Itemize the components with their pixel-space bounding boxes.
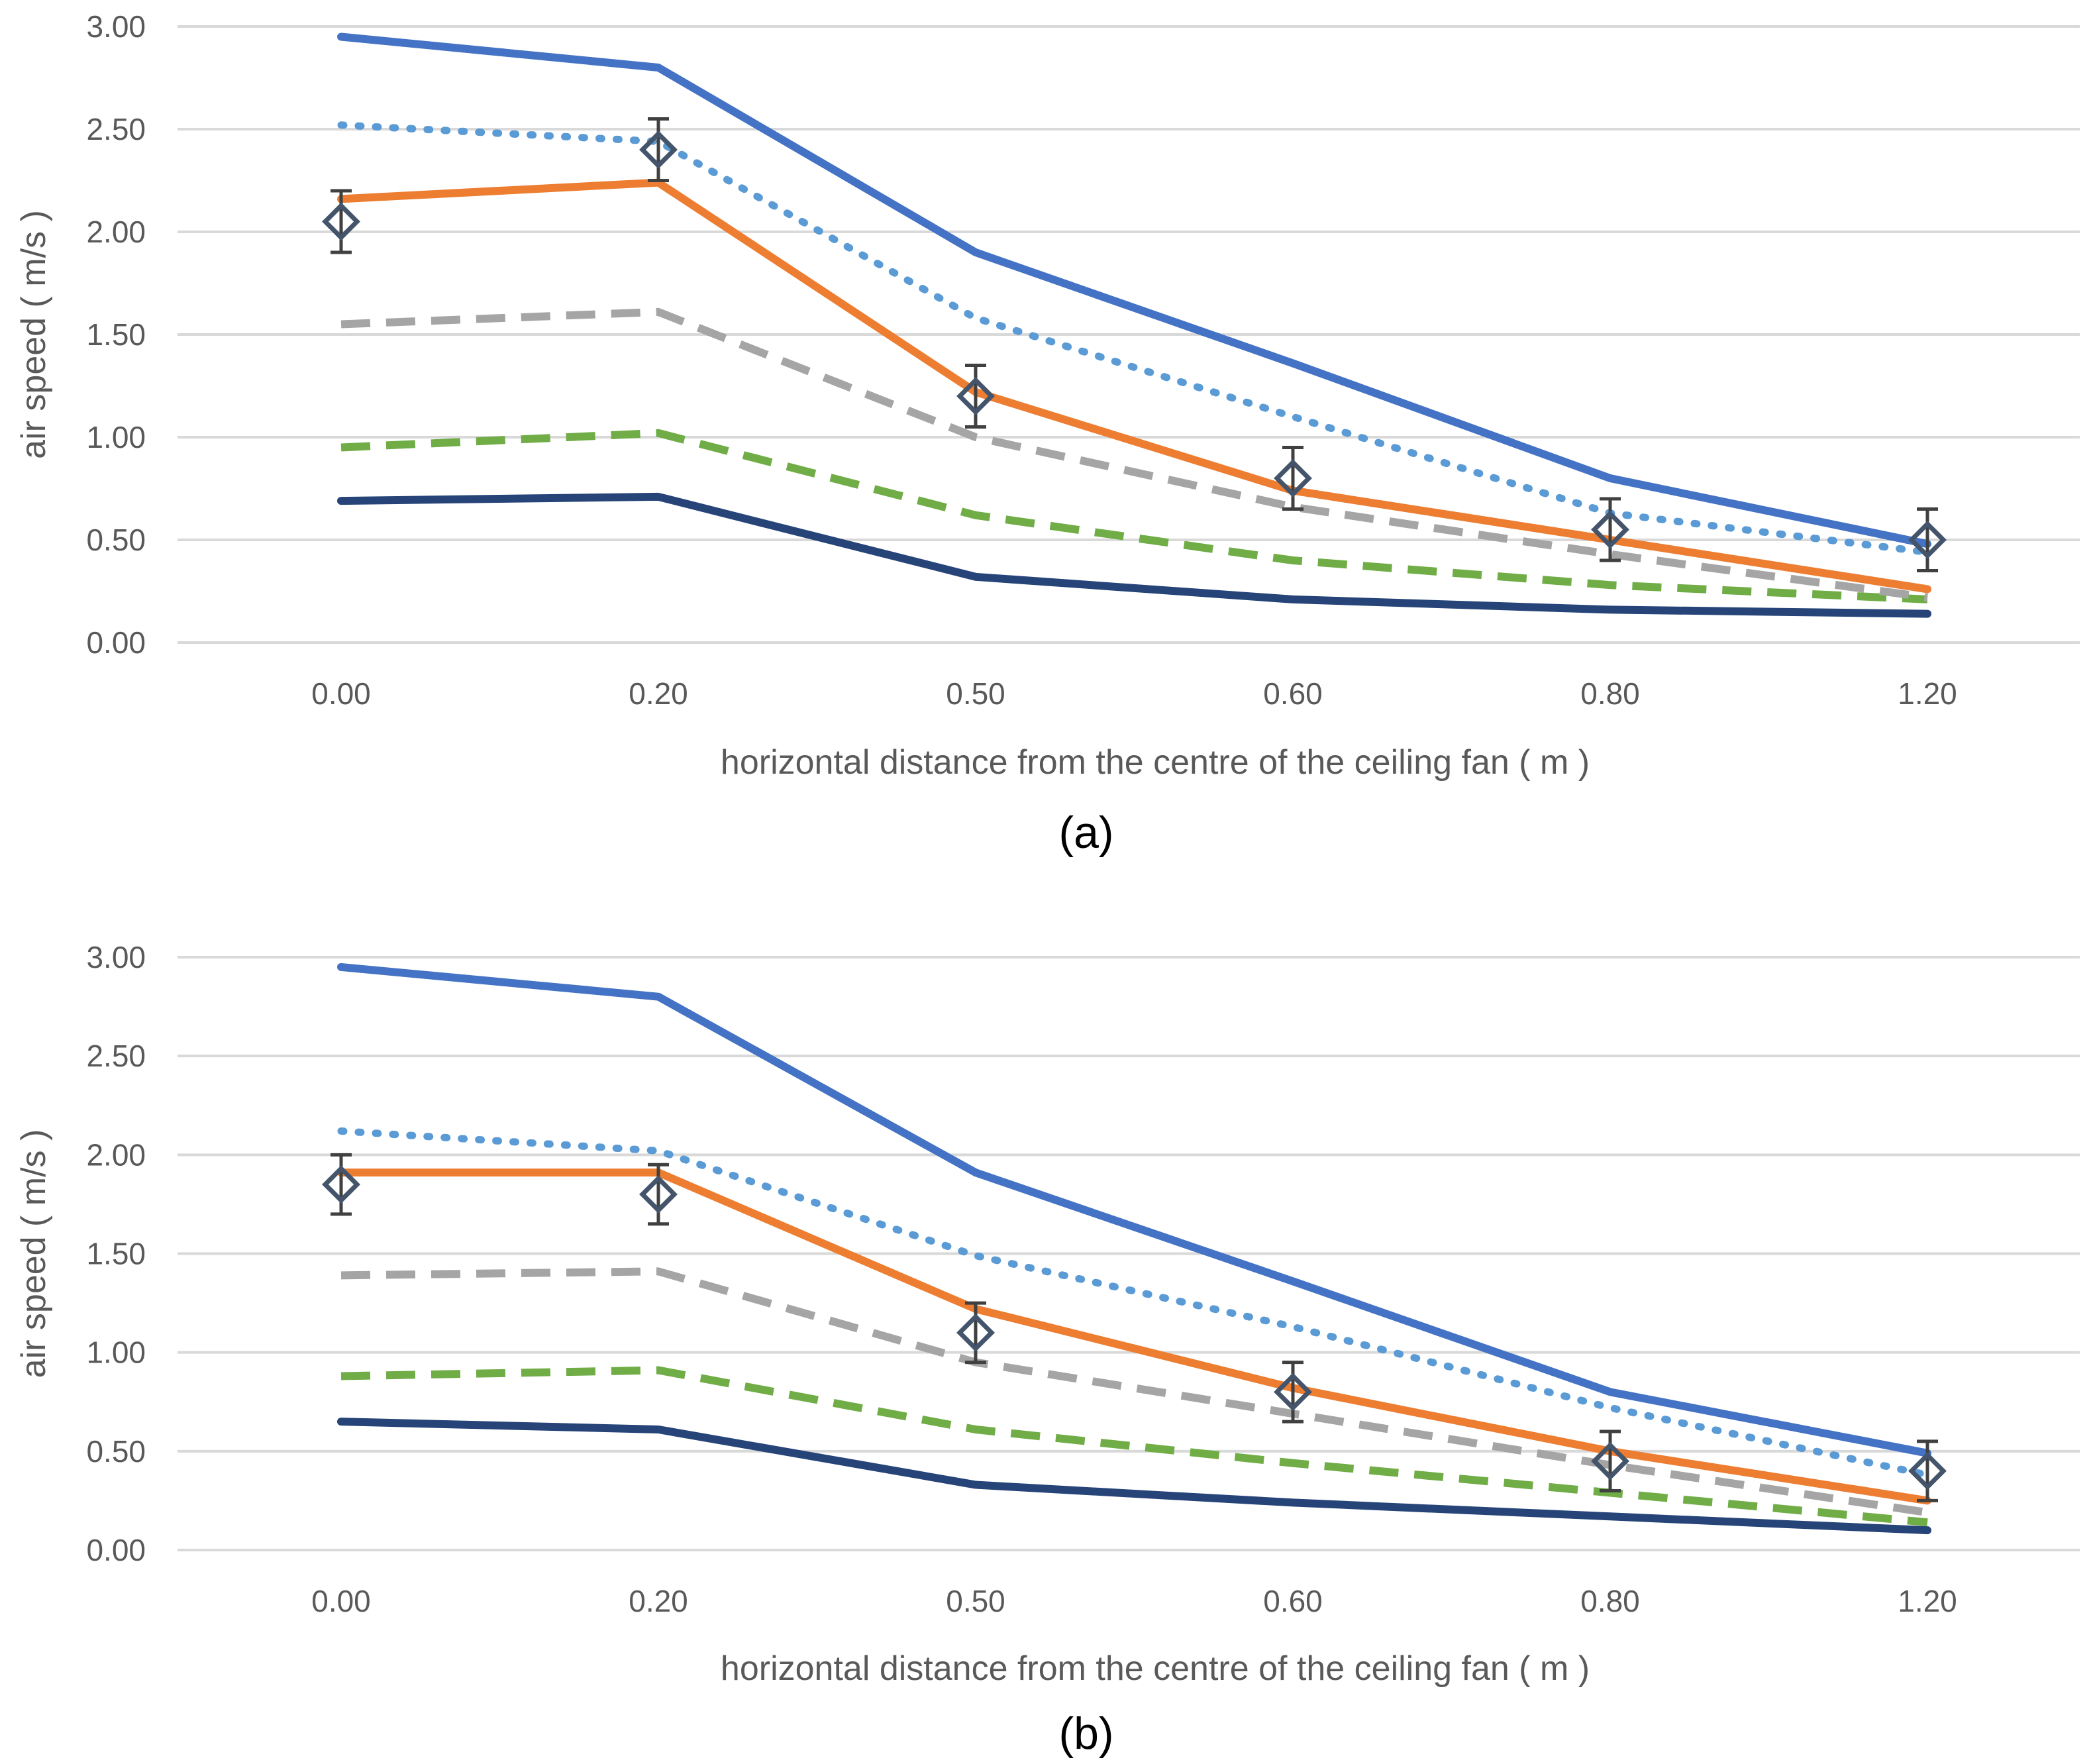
x-tick-label: 0.80 (1580, 1584, 1640, 1618)
y-tick-label: 3.00 (86, 940, 146, 974)
chart-panel-a: 0.00 0.50 1.00 1.50 2.00 2.50 3.00 0.00 0.20 0.50… (15, 9, 2080, 858)
series-line-series-4 (340, 307, 1928, 601)
y-tick-label: 2.50 (86, 112, 146, 146)
x-tick-label: 0.50 (946, 1584, 1005, 1618)
diamond-marker (322, 1165, 360, 1204)
x-tick-label: 0.00 (311, 1584, 371, 1618)
x-tick-label: 0.20 (629, 1584, 688, 1618)
x-tick-label: 0.80 (1580, 676, 1640, 711)
x-tick-label: 0.00 (311, 676, 371, 711)
y-tick-label: 1.00 (86, 1335, 146, 1370)
y-tick-label: 2.50 (86, 1039, 146, 1073)
diamond-marker (1908, 521, 1947, 559)
y-tick-label: 2.00 (86, 1137, 146, 1172)
diamond-marker (956, 1313, 995, 1352)
y-tick-label: 2.00 (86, 215, 146, 249)
y-tick-label: 3.00 (86, 9, 146, 44)
x-tick-label: 0.60 (1263, 1584, 1323, 1618)
diamond-marker (639, 130, 678, 169)
diamond-marker (1274, 1373, 1312, 1412)
series-line-series-1 (337, 32, 1931, 548)
panel-label: (a) (1058, 807, 1113, 858)
series-line-series-5 (340, 1366, 1928, 1527)
series-line-series-6 (337, 492, 1931, 618)
measured-point (639, 117, 678, 182)
series-line-series-3 (337, 1168, 1931, 1505)
y-tick-label: 1.50 (86, 317, 146, 352)
diamond-marker (322, 202, 360, 241)
y-axis-label: air speed ( m/s ) (15, 1129, 53, 1378)
measured-point (1591, 497, 1629, 562)
x-tick-label: 0.60 (1263, 676, 1323, 711)
y-axis-label: air speed ( m/s ) (15, 210, 53, 459)
series-line-series-2 (337, 1127, 1931, 1479)
y-tick-label: 0.00 (86, 625, 146, 660)
measured-point (1908, 1439, 1947, 1502)
diamond-marker (1274, 459, 1312, 497)
measured-point (956, 364, 995, 429)
diamond-marker (1591, 1441, 1629, 1480)
series-line-series-3 (337, 178, 1931, 594)
diamond-marker (1591, 510, 1629, 549)
measured-point (322, 1153, 360, 1216)
chart-panel-b: 0.00 0.50 1.00 1.50 2.00 2.50 3.00 0.00 0.20 0.50… (15, 940, 2080, 1759)
x-axis-label: horizontal distance from the centre of t… (721, 743, 1590, 782)
series-line-series-1 (337, 962, 1931, 1457)
y-tick-label: 1.50 (86, 1237, 146, 1271)
measured-point (639, 1163, 678, 1226)
x-tick-label: 1.20 (1898, 1584, 1957, 1618)
series-line-series-2 (337, 121, 1931, 556)
measured-point (1274, 446, 1312, 511)
measured-point (1591, 1429, 1629, 1492)
diamond-marker (1908, 1451, 1947, 1490)
measured-point (322, 189, 360, 254)
y-tick-label: 0.50 (86, 523, 146, 557)
measured-point (956, 1301, 995, 1365)
x-axis-label: horizontal distance from the centre of t… (721, 1649, 1590, 1688)
y-tick-label: 0.50 (86, 1434, 146, 1469)
x-tick-label: 0.50 (946, 676, 1005, 711)
x-tick-label: 0.20 (629, 676, 688, 711)
diamond-marker (639, 1175, 678, 1214)
y-tick-label: 1.00 (86, 420, 146, 454)
y-tick-label: 0.00 (86, 1533, 146, 1567)
measured-point (1274, 1361, 1312, 1424)
series-line-series-6 (337, 1418, 1931, 1535)
diamond-marker (956, 377, 995, 415)
panel-label: (b) (1058, 1708, 1113, 1759)
x-tick-label: 1.20 (1898, 676, 1957, 711)
measured-point (1908, 507, 1947, 572)
